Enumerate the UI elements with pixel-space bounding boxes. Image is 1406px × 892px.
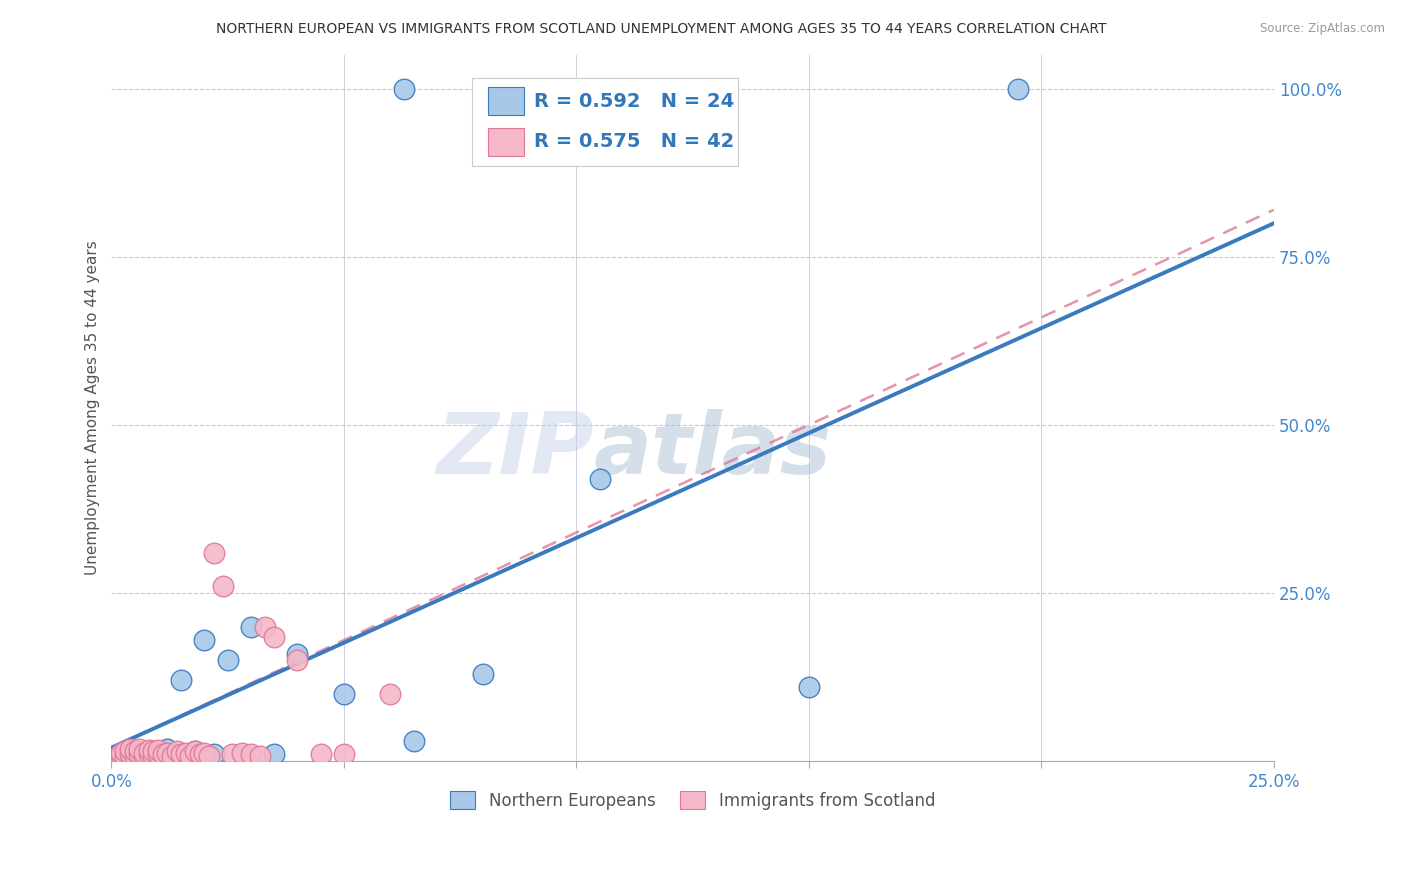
Point xyxy=(124,748,146,763)
Point xyxy=(198,748,221,763)
Point xyxy=(193,746,215,760)
Point xyxy=(184,744,207,758)
Point xyxy=(170,747,193,762)
Point xyxy=(402,734,425,748)
Point xyxy=(188,747,211,762)
Point xyxy=(263,747,285,762)
Point xyxy=(138,748,160,763)
Point xyxy=(142,748,165,763)
Point xyxy=(132,746,155,760)
Point xyxy=(179,748,201,763)
Legend: Northern Europeans, Immigrants from Scotland: Northern Europeans, Immigrants from Scot… xyxy=(443,785,942,816)
Text: atlas: atlas xyxy=(593,409,832,492)
Point xyxy=(231,746,253,760)
Point xyxy=(263,630,285,644)
Point xyxy=(333,747,356,762)
Point xyxy=(138,747,160,762)
Point xyxy=(239,619,262,633)
Text: Source: ZipAtlas.com: Source: ZipAtlas.com xyxy=(1260,22,1385,36)
Point xyxy=(193,633,215,648)
Point xyxy=(174,746,197,760)
Point xyxy=(105,750,128,764)
Point xyxy=(146,747,169,762)
Point xyxy=(152,747,174,762)
Point xyxy=(132,750,155,764)
Point xyxy=(160,747,183,762)
Point xyxy=(239,747,262,762)
Point xyxy=(380,687,402,701)
Point xyxy=(249,748,271,763)
Point xyxy=(212,579,235,593)
Point xyxy=(142,744,165,758)
Point xyxy=(114,744,136,758)
Y-axis label: Unemployment Among Ages 35 to 44 years: Unemployment Among Ages 35 to 44 years xyxy=(86,241,100,575)
Point xyxy=(128,742,150,756)
Point xyxy=(472,666,495,681)
Point xyxy=(138,743,160,757)
Point xyxy=(217,653,239,667)
Point xyxy=(114,750,136,764)
Point xyxy=(124,744,146,758)
Point xyxy=(202,747,225,762)
Point xyxy=(309,747,332,762)
Point xyxy=(287,653,309,667)
Point xyxy=(124,747,146,762)
Point xyxy=(118,747,141,762)
Point xyxy=(132,746,155,760)
Point xyxy=(156,746,179,760)
Point xyxy=(797,680,820,694)
Point xyxy=(394,82,416,96)
Point xyxy=(166,744,188,758)
Text: NORTHERN EUROPEAN VS IMMIGRANTS FROM SCOTLAND UNEMPLOYMENT AMONG AGES 35 TO 44 Y: NORTHERN EUROPEAN VS IMMIGRANTS FROM SCO… xyxy=(215,22,1107,37)
Point xyxy=(110,748,132,763)
Point xyxy=(156,742,179,756)
Point xyxy=(221,747,243,762)
Point xyxy=(287,647,309,661)
Point xyxy=(170,673,193,688)
Point xyxy=(114,750,136,764)
Point xyxy=(118,742,141,756)
Point xyxy=(128,747,150,762)
Point xyxy=(1007,82,1029,96)
Point xyxy=(253,619,276,633)
Text: ZIP: ZIP xyxy=(436,409,593,492)
Point xyxy=(146,743,169,757)
Point xyxy=(160,748,183,763)
Point xyxy=(333,687,356,701)
Point xyxy=(110,746,132,760)
Point xyxy=(146,747,169,762)
Point xyxy=(589,472,612,486)
Point xyxy=(128,750,150,764)
Point xyxy=(184,744,207,758)
Point xyxy=(174,748,197,763)
Point xyxy=(202,546,225,560)
Point xyxy=(142,744,165,758)
Point xyxy=(152,748,174,763)
